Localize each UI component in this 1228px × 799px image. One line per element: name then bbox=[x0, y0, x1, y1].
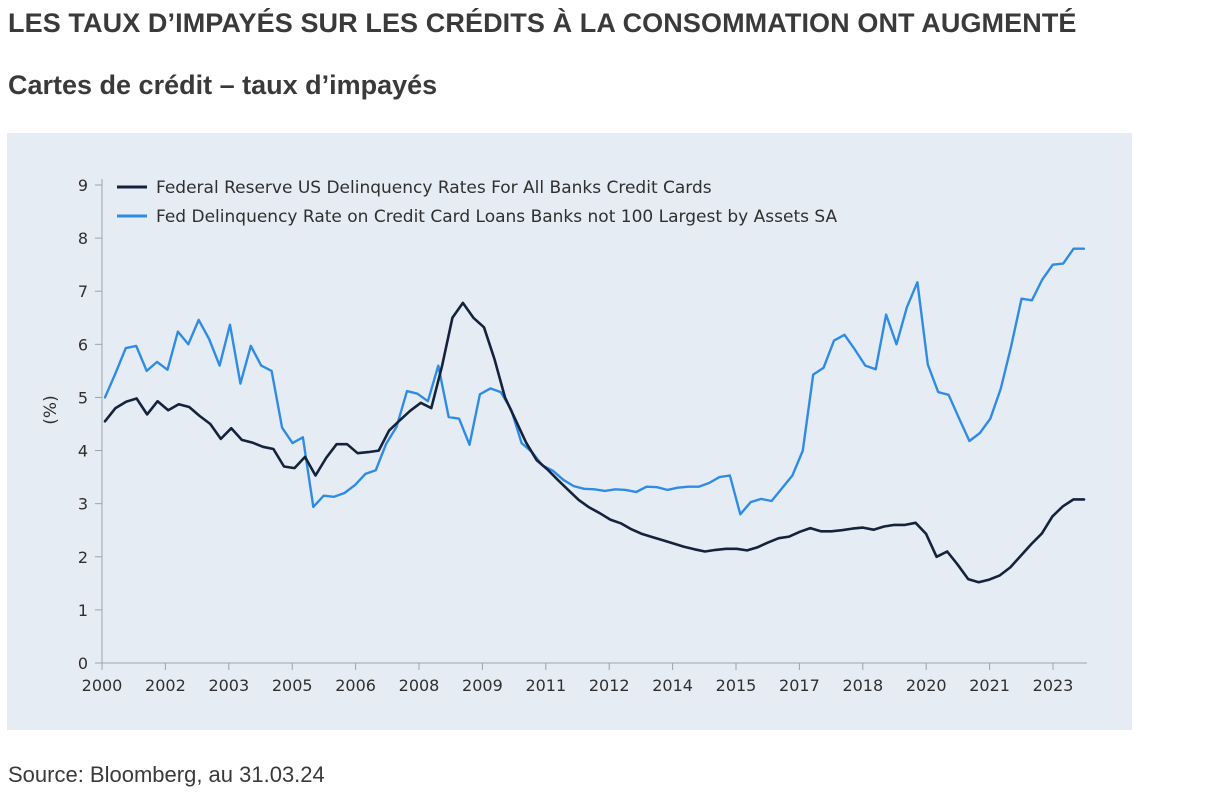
legend-label-2: Fed Delinquency Rate on Credit Card Loan… bbox=[156, 207, 837, 227]
y-tick-label: 3 bbox=[78, 495, 88, 514]
x-tick-label: 2003 bbox=[208, 676, 249, 695]
x-tick-label: 2005 bbox=[272, 676, 313, 695]
chart-subtitle: Cartes de crédit – taux d’impayés bbox=[8, 70, 438, 100]
x-tick-label: 2006 bbox=[335, 676, 376, 695]
x-tick-label: 2000 bbox=[82, 676, 123, 695]
y-tick-label: 1 bbox=[78, 601, 88, 620]
y-tick-label: 7 bbox=[78, 282, 88, 301]
legend: Federal Reserve US Delinquency Rates For… bbox=[117, 178, 837, 227]
page-title: LES TAUX D’IMPAYÉS SUR LES CRÉDITS À LA … bbox=[8, 8, 1077, 38]
y-tick-label: 0 bbox=[78, 654, 88, 673]
y-tick-label: 4 bbox=[78, 442, 88, 461]
source-note: Source: Bloomberg, au 31.03.24 bbox=[8, 762, 325, 787]
y-tick-label: 5 bbox=[78, 388, 88, 407]
y-tick-label: 6 bbox=[78, 335, 88, 354]
x-tick-label: 2014 bbox=[652, 676, 693, 695]
series-lines bbox=[103, 247, 1086, 584]
y-tick-label: 8 bbox=[78, 229, 88, 248]
x-tick-label: 2023 bbox=[1033, 676, 1074, 695]
series-line-2 bbox=[103, 247, 1086, 516]
x-tick-label: 2002 bbox=[145, 676, 186, 695]
x-tick-label: 2008 bbox=[399, 676, 440, 695]
x-tick-label: 2011 bbox=[525, 676, 566, 695]
x-tick-label: 2009 bbox=[462, 676, 503, 695]
legend-label-1: Federal Reserve US Delinquency Rates For… bbox=[156, 178, 712, 198]
x-tick-label: 2012 bbox=[589, 676, 630, 695]
y-tick-label: 2 bbox=[78, 548, 88, 567]
x-tick-label: 2015 bbox=[716, 676, 757, 695]
series-line-1 bbox=[103, 301, 1086, 584]
x-tick-label: 2018 bbox=[842, 676, 883, 695]
x-tick-label: 2020 bbox=[906, 676, 947, 695]
x-tick-label: 2021 bbox=[969, 676, 1010, 695]
x-axis: 2000 2002 2003 2005 2006 2008 2009 2011 2012 2014… bbox=[82, 662, 1087, 695]
y-axis-label: (%) bbox=[41, 395, 61, 424]
x-tick-label: 2017 bbox=[779, 676, 820, 695]
y-tick-label: 9 bbox=[78, 176, 88, 195]
y-axis: 0 1 2 3 4 5 6 7 8 9 bbox=[78, 176, 103, 673]
